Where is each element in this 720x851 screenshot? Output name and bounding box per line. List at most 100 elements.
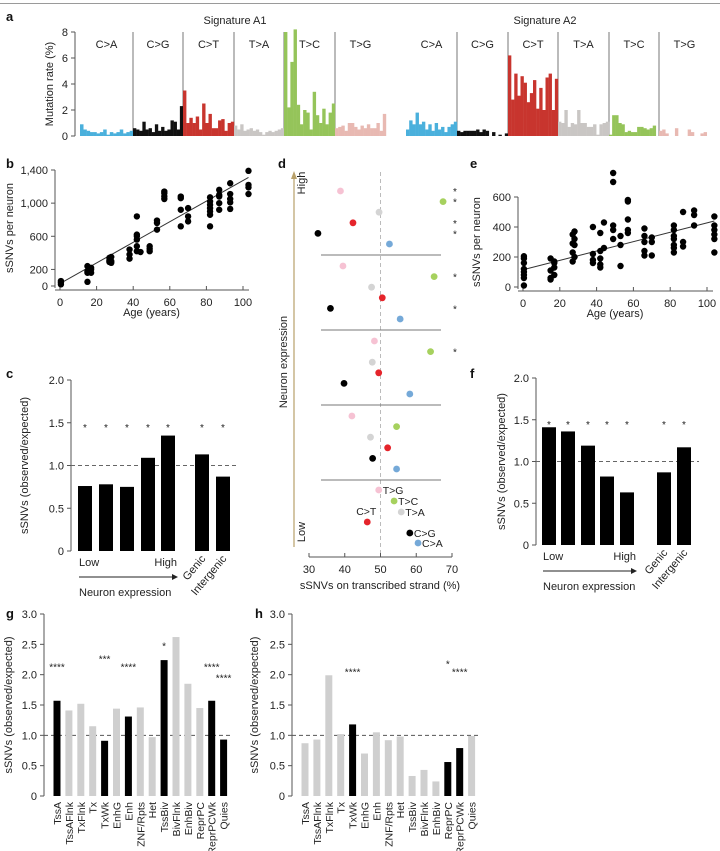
bar [542,427,556,545]
mutation-bar [479,132,483,136]
bar [89,726,97,796]
y-tick-label: 0 [58,546,64,558]
panel-label-b: b [6,156,14,171]
data-point [206,223,214,230]
x-tick-label: 20 [554,298,566,310]
mutation-bar [93,132,97,136]
data-point [349,219,357,227]
bar [101,740,109,796]
data-point [133,243,141,250]
data-point [177,193,184,200]
x-tick-label: 70 [446,564,458,576]
mutation-bar [690,132,695,136]
category-label: EnhG [360,802,372,829]
mutation-bar [415,112,419,136]
mutation-bar [86,130,91,136]
category-label: ReprPCWk [207,801,219,851]
category-label: C>T [198,39,219,51]
mutation-bar [154,124,159,136]
mutation-bar [567,126,571,136]
mutation-bar [133,128,137,136]
mutation-bar [469,130,474,136]
data-point [641,247,648,255]
y-tick-label: 200 [30,264,48,276]
significance-marker: * [453,348,457,359]
low-label: Low [543,551,563,563]
data-point [327,305,334,312]
category-label: Tx [336,801,348,813]
mutation-bar [287,107,291,136]
mutation-bar [259,132,263,136]
category-label: ReprPC [443,802,455,840]
category-label: C>A [421,39,443,51]
data-point [597,261,604,268]
mutation-bar [630,132,635,136]
data-point [427,348,434,355]
mutation-bar [472,130,477,136]
point-label: C>A [422,538,443,550]
mutation-bar [183,90,187,136]
category-label: C>A [96,39,118,51]
mutation-bar [274,130,278,136]
mutation-bar [325,124,329,136]
data-point [670,226,678,234]
significance-marker: * [453,219,457,230]
mutation-bar [119,129,124,136]
data-point [184,204,192,212]
bar [396,736,404,796]
data-point [600,219,608,226]
x-axis-title: sSNVs on transcribed strand (%) [300,580,460,592]
mutation-bar [605,121,610,136]
category-label: T>G [674,39,696,51]
mutation-bar [205,123,209,136]
data-point [184,213,192,220]
mutation-bar [96,133,101,136]
mutation-bar [164,130,168,136]
mutation-bar [425,129,429,136]
mutation-bar [526,102,531,136]
mutation-bar [126,132,130,136]
mutation-bar [335,128,339,136]
category-label: EnhBiv [183,801,195,835]
mutation-bar [536,108,540,136]
high-label: High [296,172,308,195]
y-tick-label: 0.5 [270,761,285,773]
significance-marker: * [682,420,686,431]
significance-marker: **** [49,663,65,674]
mutation-bar [315,115,320,136]
mutation-bar [577,110,581,136]
data-point [378,294,386,302]
mutation-bar [412,124,416,136]
bar [65,710,73,796]
mutation-bar [634,132,638,136]
mutation-bar [280,128,285,136]
data-point [397,508,405,516]
category-label: EnhBiv [431,801,443,835]
data-point [430,273,438,280]
category-label: Het [147,802,159,818]
bar [195,454,209,551]
category-label: Quies [219,802,231,829]
data-point [609,222,617,229]
mutation-bar [255,129,260,136]
mutation-bar [379,130,384,136]
data-point [226,180,234,187]
mutation-bar [290,61,294,136]
mutation-bar [406,129,410,136]
data-point [367,433,374,441]
data-point [245,167,252,175]
data-point [571,253,578,261]
category-label: TssBiv [407,801,419,832]
y-axis-title: sSNVs per neuron [4,183,16,273]
mutation-bar [198,129,203,136]
mutation-bar [618,123,622,136]
high-label: High [154,557,177,569]
mutation-bar [517,95,521,136]
panel-e-age-scatter: 0 200 400 600 0 20 40 60 80 100 sSNVs per neuron Ag… [471,169,718,320]
mutation-bar [214,128,219,136]
y-tick-label: 2.5 [22,639,37,651]
bar [141,457,155,551]
category-label: TxFlnk [324,801,336,833]
low-label: Low [79,557,99,569]
y-tick-label: 1,400 [20,165,48,177]
